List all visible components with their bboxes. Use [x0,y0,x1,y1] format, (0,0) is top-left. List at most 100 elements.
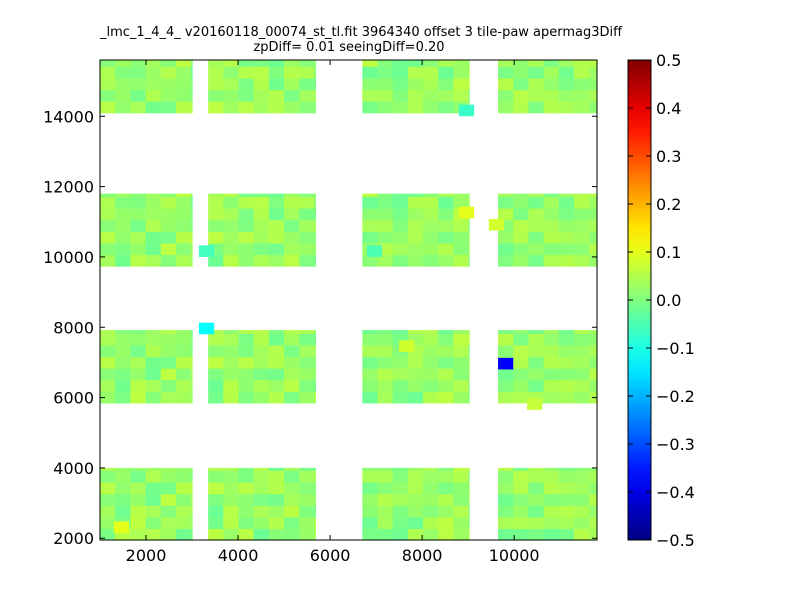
heatmap-cell [513,333,530,346]
heatmap-cell [377,516,394,529]
heatmap-cell [238,356,255,369]
heatmap-cell [543,493,560,506]
heatmap-cell [423,193,439,198]
heatmap-cell [223,356,240,369]
heatmap-cell [392,242,409,256]
heatmap-cell [208,493,224,506]
heatmap-cell [175,528,192,541]
heatmap-cell [268,193,285,198]
heatmap-cell [558,231,575,244]
heatmap-cell [377,467,394,471]
heatmap-cell [498,254,514,267]
heatmap-cell [468,196,470,209]
heatmap-cell [238,231,255,244]
heatmap-cell [299,467,316,471]
heatmap-cell [573,196,590,209]
heatmap-cell [377,470,394,483]
colorbar-tick-label: 0.4 [656,99,681,118]
heatmap-anomaly-cell [198,322,215,335]
y-tick-label: 12000 [43,178,94,197]
heatmap-cell [314,470,316,483]
heatmap-cell [145,66,162,79]
heatmap-cell [223,77,240,91]
colorbar-tick-label: 0.2 [656,195,681,214]
heatmap-cell [160,379,177,392]
heatmap-cell [573,528,590,541]
heatmap-cell [407,254,424,267]
heatmap-anomaly-cell [366,245,383,257]
heatmap-cell [191,493,193,506]
heatmap-cell [130,379,147,392]
heatmap-cell [513,101,530,114]
heatmap-cell [528,193,545,198]
heatmap-cell [377,356,394,369]
heatmap-cell [498,505,514,518]
heatmap-cell [558,60,575,67]
heatmap-cell [130,219,147,232]
heatmap-cell [468,528,470,541]
y-axis: 2000 4000 6000 8000 10000 12000 14000 [43,107,597,548]
heatmap-cell [160,516,177,529]
heatmap-cell [438,379,455,392]
heatmap-cell [392,516,409,529]
heatmap-cell [468,470,470,483]
heatmap-cell [573,368,590,381]
heatmap-cell [513,196,530,209]
heatmap-cell [513,60,530,67]
heatmap-cell [362,66,379,79]
heatmap-cell [543,505,560,518]
heatmap-cell [145,208,162,221]
heatmap-cell [253,330,270,334]
heatmap-cell [191,330,193,334]
heatmap-cell [238,254,255,267]
heatmap-cell [175,467,192,471]
heatmap-cell [160,101,177,114]
heatmap-cell [160,356,177,369]
heatmap-cell [284,391,300,404]
heatmap-cell [175,196,192,209]
heatmap-cell [314,391,316,404]
heatmap-cell [423,330,439,334]
heatmap-cell [191,528,193,541]
heatmap-cell [589,219,598,232]
heatmap-cell [362,379,379,392]
heatmap-cell [513,356,530,369]
heatmap-cell [130,516,147,529]
heatmap-cell [362,356,379,369]
heatmap-cell [573,66,590,79]
heatmap-cell [208,193,224,198]
heatmap-cell [407,481,424,495]
heatmap-cell [191,101,193,114]
heatmap-cell [314,368,316,381]
heatmap-cell [498,391,514,404]
heatmap-cell [423,66,439,79]
heatmap-cell [438,516,455,529]
colorbar-tick-label: 0.1 [656,243,681,262]
heatmap-cell [377,379,394,392]
heatmap-cell [268,208,285,221]
heatmap-cell [115,101,131,114]
heatmap-cell [513,481,530,495]
heatmap-cell [314,77,316,91]
heatmap-cell [284,89,300,102]
heatmap-cell [191,254,193,267]
heatmap-cell [145,356,162,369]
heatmap-cell [558,493,575,506]
heatmap-cell [543,333,560,346]
y-tick-label: 10000 [43,248,94,267]
heatmap-cell [284,379,300,392]
heatmap-cell [115,89,131,102]
heatmap-cell [223,333,240,346]
heatmap-cell [528,330,545,334]
heatmap-cell [208,333,224,346]
heatmap-cell [362,493,379,506]
heatmap-cell [407,231,424,244]
heatmap-cell [543,219,560,232]
heatmap-cell [238,493,255,506]
heatmap-cell [191,333,193,346]
heatmap-cell [528,66,545,79]
heatmap-cell [238,89,255,102]
heatmap-cell [223,196,240,209]
heatmap-cell [145,330,162,334]
heatmap-cell [115,330,131,334]
